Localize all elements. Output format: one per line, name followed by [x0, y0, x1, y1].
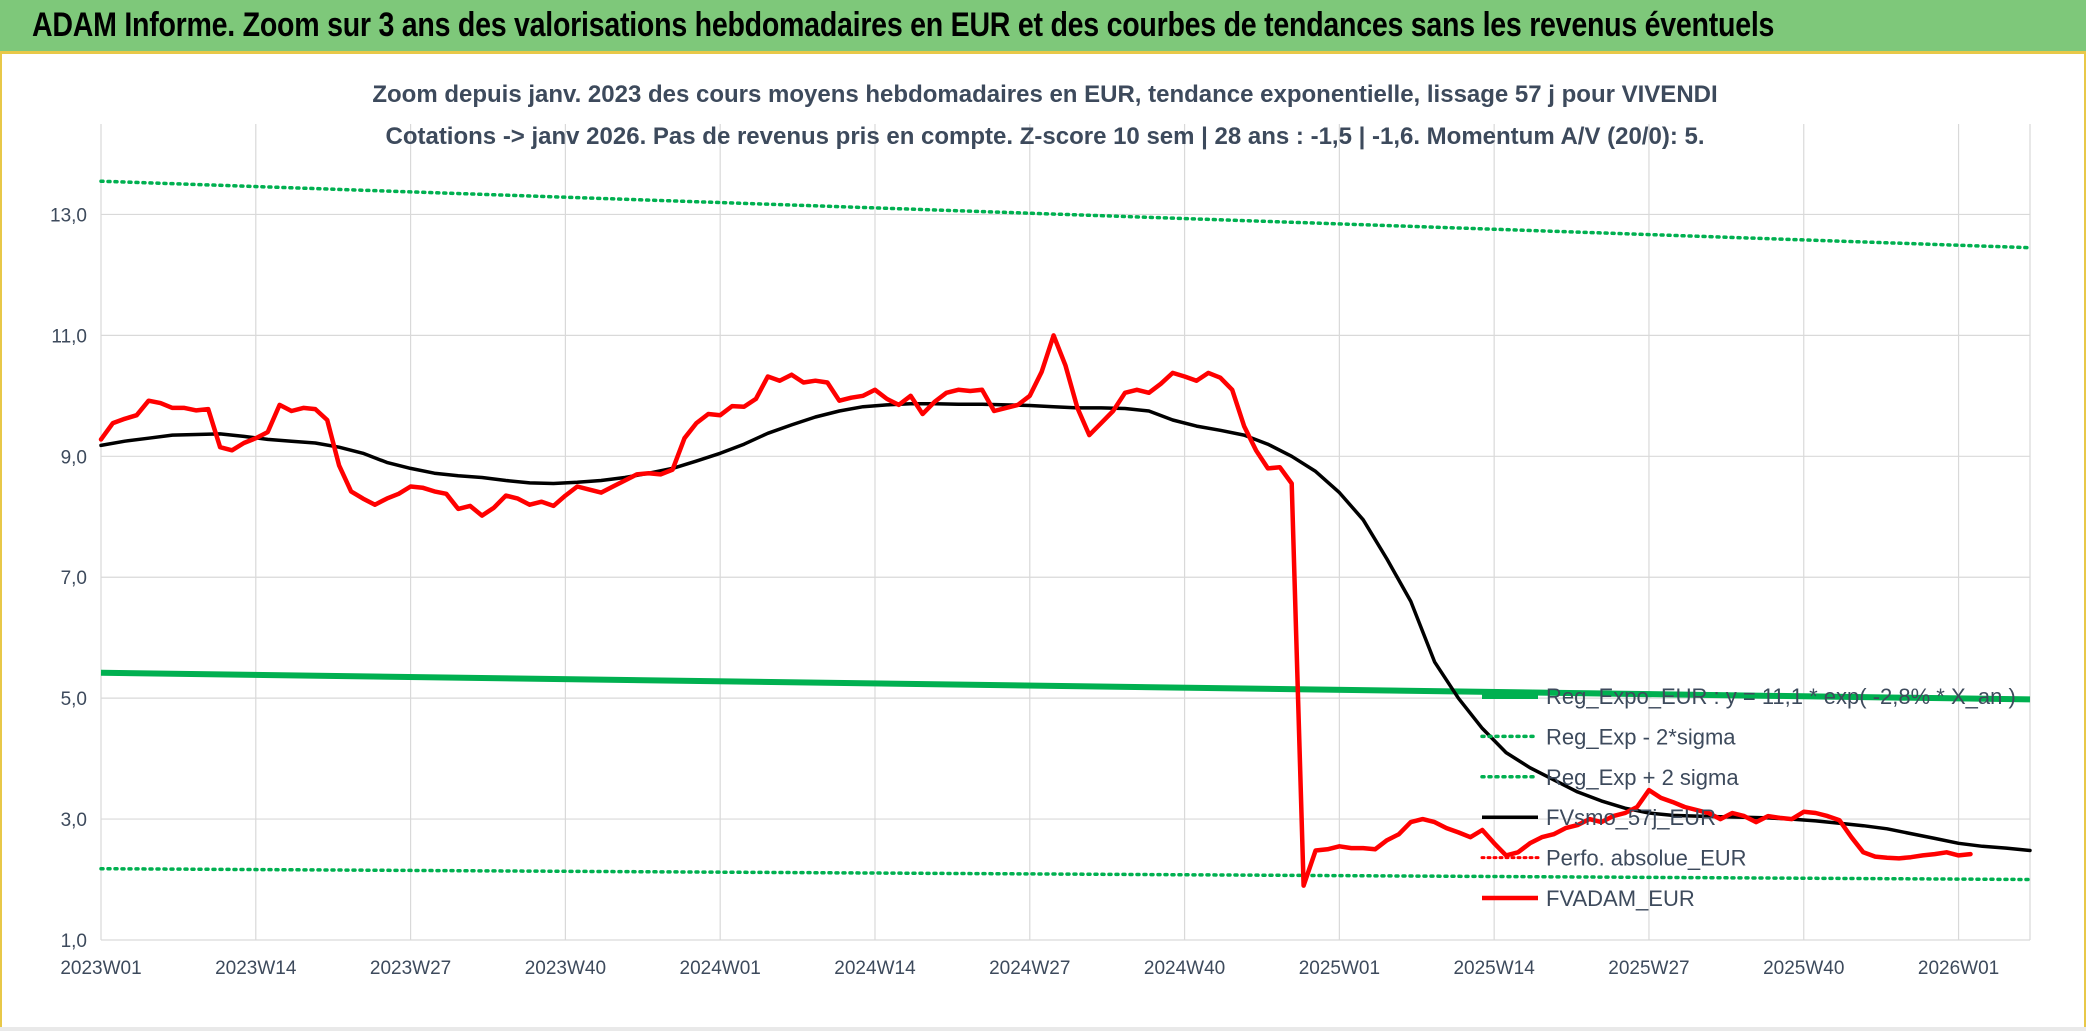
x-tick-label: 2025W01: [1299, 958, 1380, 979]
series-fvsmo-57j: [99, 401, 2032, 853]
series-group: [98, 179, 2032, 888]
x-tick-label: 2024W40: [1144, 958, 1225, 979]
legend-label: Reg_Exp + 2 sigma: [1546, 765, 1739, 790]
legend-label: FVADAM_EUR: [1546, 886, 1695, 911]
frame-bottom-border: [0, 1027, 2086, 1031]
page-title: ADAM Informe. Zoom sur 3 ans des valoris…: [32, 6, 1775, 44]
y-tick-label: 9,0: [61, 447, 87, 468]
y-tick-label: 5,0: [61, 689, 87, 710]
x-tick-label: 2025W14: [1453, 958, 1535, 979]
x-axis-ticks: 2023W01 2023W14 2023W27 2023W40 2024W01 2024W…: [60, 958, 1999, 979]
x-tick-label: 2026W01: [1918, 958, 1999, 979]
legend-label: FVsmo_57j_EUR: [1546, 805, 1716, 830]
y-tick-label: 13,0: [50, 205, 87, 226]
x-tick-label: 2023W14: [215, 958, 297, 979]
y-tick-label: 1,0: [61, 931, 87, 952]
chart-area: Zoom depuis janv. 2023 des cours moyens …: [50, 81, 2032, 979]
x-tick-label: 2025W27: [1608, 958, 1689, 979]
y-tick-label: 7,0: [61, 568, 87, 589]
frame-left-border: [0, 54, 2, 1031]
series-reg-expo: [100, 669, 2031, 703]
legend-label: Perfo. absolue_EUR: [1546, 846, 1747, 871]
legend-label: Reg_Exp - 2*sigma: [1546, 724, 1736, 749]
series-fvadam: [98, 333, 1973, 888]
y-tick-label: 3,0: [61, 810, 87, 831]
x-tick-label: 2024W14: [834, 958, 916, 979]
y-axis-ticks: 1,0 3,0 5,0 7,0 9,0 11,0 13,0: [50, 205, 87, 952]
legend-label: Reg_Expo_EUR : y = 11,1 * exp( -2,8% * X…: [1546, 684, 2016, 709]
chart-title-line-1: Zoom depuis janv. 2023 des cours moyens …: [372, 81, 1717, 108]
series-reg-minus-2sigma: [99, 866, 2032, 882]
grid-vertical: [100, 124, 2031, 940]
y-tick-label: 11,0: [51, 326, 87, 347]
frame-right-border: [2084, 54, 2086, 1031]
x-tick-label: 2024W27: [989, 958, 1070, 979]
series-reg-plus-2sigma: [99, 179, 2032, 250]
x-tick-label: 2023W40: [525, 958, 606, 979]
grid-horizontal: [101, 213, 2030, 941]
x-tick-label: 2024W01: [680, 958, 761, 979]
legend: Reg_Expo_EUR : y = 11,1 * exp( -2,8% * X…: [1480, 684, 2016, 911]
x-tick-label: 2023W27: [370, 958, 451, 979]
x-tick-label: 2025W40: [1763, 958, 1844, 979]
chart-title: Zoom depuis janv. 2023 des cours moyens …: [372, 81, 1717, 150]
chart-title-line-2: Cotations -> janv 2026. Pas de revenus p…: [385, 123, 1704, 150]
header-banner: ADAM Informe. Zoom sur 3 ans des valoris…: [0, 0, 2086, 54]
x-tick-label: 2023W01: [60, 958, 141, 979]
